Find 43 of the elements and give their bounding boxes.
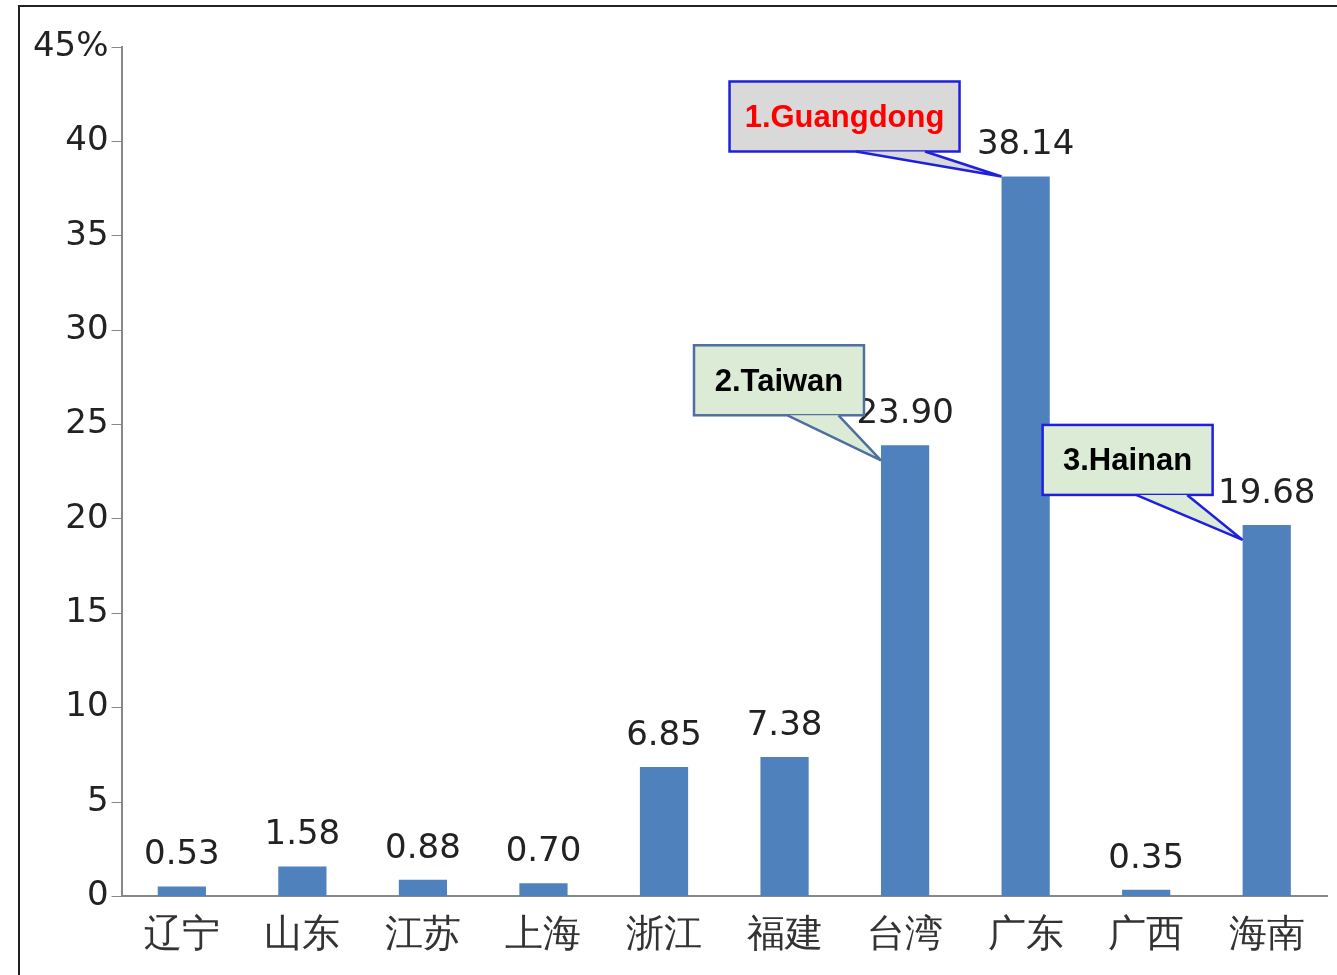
x-tick-label: 广西 (1108, 911, 1185, 956)
data-label: 23.90 (856, 391, 954, 432)
annotation: 1.Guangdong (744, 98, 945, 134)
y-tick-label: 30 (65, 306, 109, 347)
data-label: 1.58 (264, 812, 341, 853)
data-label: 19.68 (1218, 470, 1316, 511)
data-label: 0.88 (385, 825, 461, 866)
x-tick-label: 台湾 (867, 911, 944, 956)
bar (1001, 176, 1050, 896)
bar (157, 886, 206, 896)
data-label: 6.85 (626, 712, 702, 753)
data-label: 7.38 (746, 702, 823, 743)
x-tick-label: 辽宁 (143, 911, 220, 956)
bar (1242, 524, 1291, 896)
data-label: 0.53 (143, 832, 220, 873)
y-tick-label: 40 (65, 118, 109, 159)
bar (278, 866, 327, 896)
y-tick-label: 15 (65, 590, 109, 631)
y-tick-label: 45% (32, 23, 109, 64)
x-tick-label: 海南 (1228, 911, 1305, 956)
bar (760, 757, 809, 896)
x-tick-label: 山东 (264, 911, 341, 956)
annotation: 3.Hainan (1063, 442, 1193, 478)
bar (639, 767, 689, 896)
x-tick-label: 上海 (505, 911, 582, 956)
data-label: 38.14 (976, 122, 1075, 163)
y-tick-label: 0 (86, 873, 109, 914)
x-tick-label: 福建 (746, 911, 823, 956)
bar (519, 883, 568, 896)
x-tick-label: 广东 (987, 911, 1064, 956)
x-tick-label: 浙江 (626, 911, 703, 956)
y-tick-label: 35 (65, 212, 109, 253)
data-label: 0.35 (1108, 835, 1185, 876)
y-tick-label: 20 (65, 495, 109, 536)
annotation: 2.Taiwan (714, 362, 844, 398)
y-tick-label: 5 (86, 778, 109, 819)
bar (398, 879, 448, 896)
x-tick-label: 江苏 (384, 911, 461, 956)
y-tick-label: 10 (65, 684, 109, 725)
bar (1122, 889, 1171, 896)
bar (880, 445, 930, 896)
data-label: 0.70 (505, 829, 582, 870)
y-tick-label: 25 (65, 401, 109, 442)
